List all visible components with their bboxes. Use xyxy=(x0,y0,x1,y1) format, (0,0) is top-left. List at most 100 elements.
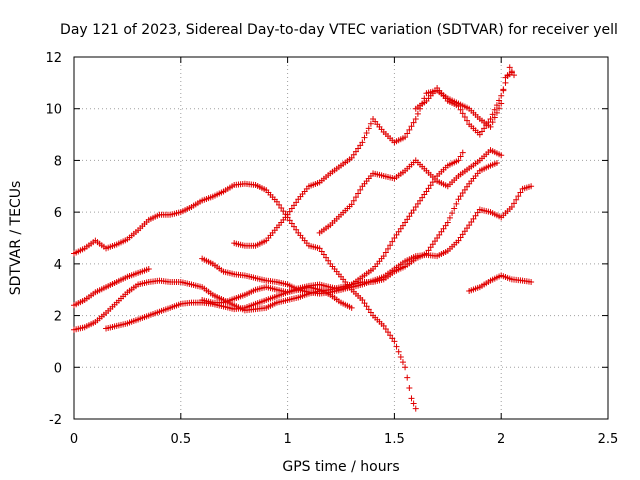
series-sat-J xyxy=(412,64,518,138)
data-point xyxy=(365,306,372,313)
data-point xyxy=(286,217,293,224)
data-point xyxy=(459,190,466,197)
data-point xyxy=(511,200,518,207)
data-point xyxy=(145,266,152,273)
data-point xyxy=(500,86,507,93)
series-sat-G xyxy=(199,284,355,311)
series-sat-D xyxy=(103,183,535,332)
data-point xyxy=(359,297,366,304)
data-point xyxy=(517,189,524,196)
data-point xyxy=(395,348,402,355)
axis-ticks: 0 0.5 1 1.5 2 2.5 -2 0 2 4 6 8 10 12 xyxy=(45,51,618,447)
data-point xyxy=(361,300,368,307)
plot-frame xyxy=(73,56,609,420)
y-tick-label: 8 xyxy=(54,154,62,169)
data-point xyxy=(487,116,494,123)
data-point xyxy=(464,183,471,190)
data-point xyxy=(453,200,460,207)
data-point xyxy=(434,235,441,241)
data-point xyxy=(402,219,409,226)
data-point xyxy=(436,231,443,238)
data-point xyxy=(504,72,511,79)
data-point xyxy=(438,228,445,235)
data-point xyxy=(363,303,370,310)
data-point xyxy=(280,208,287,215)
data-point xyxy=(350,197,357,204)
series-sat-I xyxy=(466,272,535,295)
data-point xyxy=(391,338,398,345)
data-point xyxy=(446,214,453,221)
data-point xyxy=(493,160,500,167)
data-points xyxy=(71,64,535,412)
data-point xyxy=(412,203,419,210)
data-point xyxy=(457,106,464,113)
data-point xyxy=(466,222,473,229)
y-tick-label: 10 xyxy=(45,103,62,118)
data-point xyxy=(408,395,415,402)
data-point xyxy=(427,244,434,251)
data-point xyxy=(444,219,451,226)
data-point xyxy=(431,238,438,245)
data-point xyxy=(382,326,389,333)
data-point xyxy=(395,228,402,235)
data-point xyxy=(357,186,364,193)
data-point xyxy=(461,228,468,235)
data-point xyxy=(399,359,406,366)
data-point xyxy=(350,151,357,158)
data-point xyxy=(348,201,355,208)
data-point xyxy=(429,241,436,248)
data-point xyxy=(393,231,400,238)
data-point xyxy=(276,201,283,208)
data-point xyxy=(402,364,409,371)
data-point xyxy=(451,205,458,212)
data-point xyxy=(404,216,411,223)
data-point xyxy=(513,196,520,203)
data-point xyxy=(506,64,513,71)
data-point xyxy=(449,210,456,217)
data-point xyxy=(389,335,396,342)
y-tick-label: 4 xyxy=(54,258,62,273)
data-point xyxy=(474,209,481,216)
data-point xyxy=(382,249,389,256)
data-point xyxy=(478,128,485,135)
data-point xyxy=(440,225,447,232)
data-point xyxy=(367,309,374,316)
data-point xyxy=(352,148,359,155)
data-point xyxy=(380,253,387,260)
data-point xyxy=(528,278,535,285)
data-point xyxy=(387,242,394,249)
data-point xyxy=(391,235,398,241)
data-point xyxy=(348,154,355,161)
series-sat-B xyxy=(71,266,152,309)
data-point xyxy=(491,114,498,121)
y-tick-label: 0 xyxy=(54,361,62,376)
data-point xyxy=(288,220,295,227)
data-point xyxy=(419,194,426,201)
data-point xyxy=(511,72,518,79)
data-point xyxy=(493,109,500,116)
data-point xyxy=(498,152,505,159)
data-point xyxy=(496,105,503,112)
x-axis-label: GPS time / hours xyxy=(282,459,399,475)
y-tick-label: 2 xyxy=(54,310,62,325)
data-point xyxy=(498,92,505,99)
data-point xyxy=(455,237,462,244)
data-point xyxy=(355,145,362,152)
data-point xyxy=(286,208,293,215)
data-point xyxy=(408,210,415,217)
data-point xyxy=(461,113,468,120)
data-point xyxy=(323,254,330,261)
data-point xyxy=(352,194,359,201)
data-point xyxy=(483,122,490,129)
data-point xyxy=(278,205,285,212)
data-point xyxy=(406,126,413,133)
y-tick-label: 6 xyxy=(54,206,62,221)
data-point xyxy=(515,193,522,200)
data-point xyxy=(402,134,409,141)
data-point xyxy=(498,100,505,107)
data-point xyxy=(493,102,500,109)
data-point xyxy=(406,384,413,391)
data-point xyxy=(481,125,488,132)
data-point xyxy=(361,134,368,141)
data-point xyxy=(367,120,374,127)
